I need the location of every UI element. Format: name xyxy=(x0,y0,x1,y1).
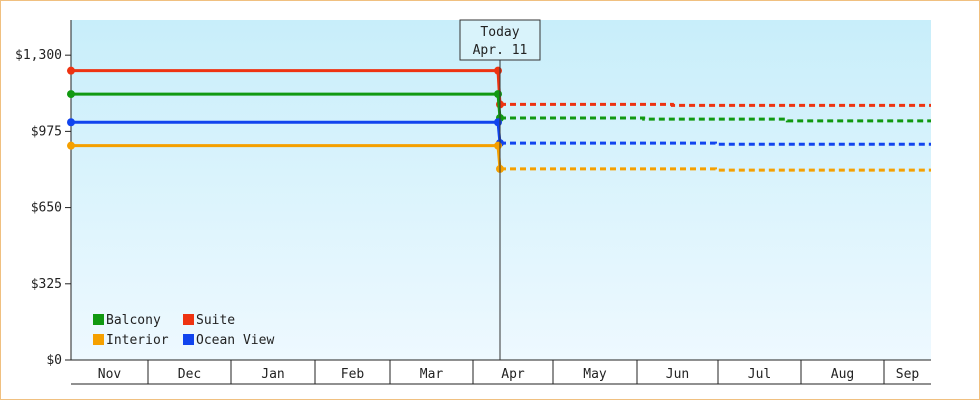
forecast-line xyxy=(500,167,931,172)
legend-label: Interior xyxy=(106,333,169,348)
data-point xyxy=(67,66,75,75)
series-layer xyxy=(67,66,931,173)
data-point xyxy=(67,118,75,127)
month-label: Dec xyxy=(178,367,201,382)
y-tick-label: $325 xyxy=(31,277,62,292)
month-label: Jul xyxy=(748,367,771,382)
legend: Balcony Suite Interior Ocean View xyxy=(93,313,274,348)
legend-item-ocean-view: Ocean View xyxy=(183,333,274,348)
month-label: Mar xyxy=(420,367,444,382)
legend-swatch xyxy=(183,314,194,325)
series-balcony xyxy=(67,90,931,123)
data-point xyxy=(494,118,502,127)
month-label: May xyxy=(583,367,607,382)
data-point xyxy=(494,90,502,99)
today-label: Today xyxy=(480,25,519,40)
data-point xyxy=(67,90,75,99)
legend-item-balcony: Balcony xyxy=(93,313,161,328)
data-point xyxy=(494,66,502,75)
month-label: Sep xyxy=(896,367,920,382)
legend-label: Suite xyxy=(196,313,235,328)
month-label: Nov xyxy=(98,367,122,382)
month-label: Jan xyxy=(261,367,284,382)
y-tick-label: $0 xyxy=(46,353,62,368)
today-date: Apr. 11 xyxy=(473,43,528,58)
y-tick-label: $650 xyxy=(31,201,62,216)
month-label: Apr xyxy=(501,367,525,382)
month-label: Jun xyxy=(666,367,689,382)
forecast-line xyxy=(500,116,931,123)
data-point xyxy=(494,141,502,150)
month-label: Feb xyxy=(341,367,365,382)
data-point xyxy=(67,141,75,150)
legend-swatch xyxy=(93,334,104,345)
today-box xyxy=(459,19,541,61)
legend-label: Ocean View xyxy=(196,333,274,348)
axes: $0 $325 $650 $975 $1,300 Nov Dec Jan Feb Mar Apr Ma… xyxy=(15,20,931,385)
plot-area xyxy=(71,20,931,360)
forecast-line xyxy=(500,102,931,107)
month-label: Aug xyxy=(831,367,854,382)
forecast-line xyxy=(500,141,931,146)
y-tick-label: $975 xyxy=(31,124,62,139)
legend-swatch xyxy=(183,334,194,345)
legend-label: Balcony xyxy=(106,313,161,328)
legend-swatch xyxy=(93,314,104,325)
today-marker: Today Apr. 11 xyxy=(459,19,541,360)
legend-item-interior: Interior xyxy=(93,333,169,348)
y-tick-label: $1,300 xyxy=(15,48,62,63)
legend-item-suite: Suite xyxy=(183,313,235,328)
